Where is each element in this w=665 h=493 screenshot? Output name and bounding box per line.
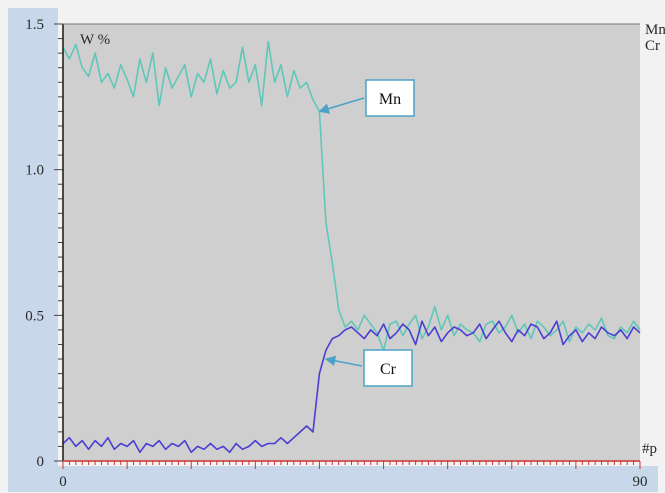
- series-line-mn: [62, 40, 641, 352]
- y-tick-label: 1.0: [25, 163, 44, 179]
- x-axis-label-strip: [8, 466, 658, 492]
- y-axis-label: W %: [80, 32, 110, 48]
- y-tick-label: 0: [37, 454, 45, 470]
- x-axis-label: #p: [642, 441, 657, 457]
- legend-entry-mn: Mn: [645, 22, 665, 38]
- annotation-arrow-mn: [318, 97, 365, 114]
- plot-area: [63, 24, 640, 461]
- tick-labels: 0 0.5 1.0 1.5 0 90 W % #p: [25, 17, 657, 490]
- y-axis-label-strip: [8, 8, 58, 476]
- annotations: Mn Cr: [318, 79, 415, 387]
- legend-entry-cr: Cr: [645, 38, 660, 54]
- x-tick-label: 0: [59, 474, 67, 490]
- y-tick-label: 0.5: [25, 308, 44, 324]
- series-line-cr: [62, 320, 641, 454]
- x-tick-label: 90: [633, 474, 648, 490]
- annotation-box-mn: [365, 79, 415, 117]
- axes: [62, 23, 640, 462]
- annotation-label-cr: Cr: [380, 361, 397, 378]
- series-lines: [62, 40, 641, 454]
- annotation-label-mn: Mn: [379, 91, 401, 108]
- y-tick-label: 1.5: [25, 17, 44, 33]
- annotation-arrow-cr: [324, 355, 363, 367]
- annotation-box-cr: [363, 349, 413, 387]
